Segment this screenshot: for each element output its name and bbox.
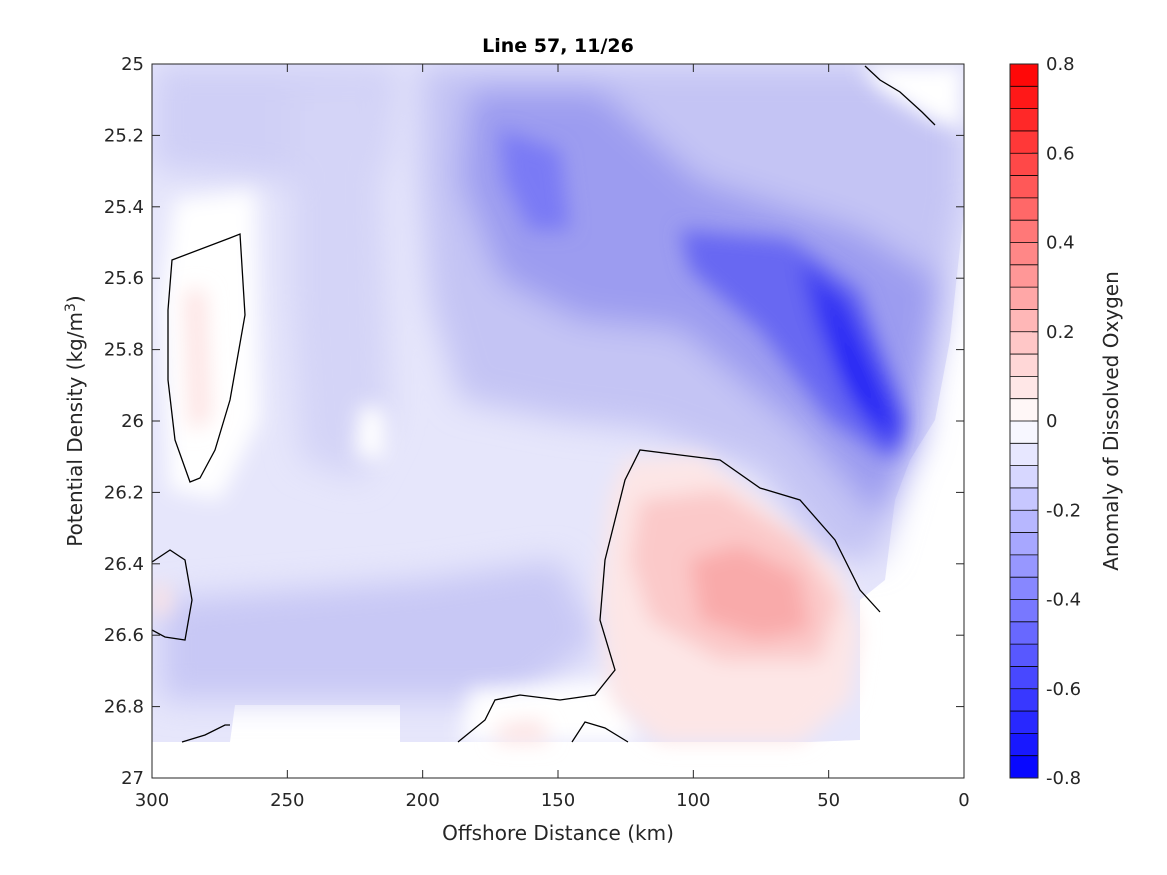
anomaly-region-blue-bottom xyxy=(160,560,600,700)
y-axis: 25 25.2 25.4 25.6 25.8 26 26.2 26.4 26.6 26.8 27 xyxy=(104,54,964,789)
colorbar-swatch xyxy=(1010,242,1038,265)
colorbar-swatch xyxy=(1010,644,1038,667)
anomaly-region-blue-4 xyxy=(680,230,900,460)
zero-contour-positive-patch xyxy=(457,449,881,743)
zero-contour-bottom-right xyxy=(571,721,629,743)
x-tick-label: 250 xyxy=(270,790,304,811)
y-tick-label: 25.2 xyxy=(104,125,144,146)
colorbar-swatch xyxy=(1010,130,1038,154)
zero-contour-left-loop xyxy=(167,233,246,483)
colorbar-tick-label: -0.4 xyxy=(1046,590,1081,611)
colorbar-swatch xyxy=(1010,376,1038,399)
colorbar-swatch xyxy=(1010,354,1038,377)
y-axis-label-main: Potential Density (kg/m xyxy=(63,312,87,547)
contour-field xyxy=(152,64,964,743)
anomaly-region-pink-3 xyxy=(690,545,810,640)
x-tick-label: 100 xyxy=(676,790,710,811)
x-tick-label: 0 xyxy=(958,790,969,811)
zero-contour-top-right xyxy=(864,65,936,126)
colorbar-swatch xyxy=(1010,733,1038,756)
x-axis-label: Offshore Distance (km) xyxy=(442,821,674,845)
y-tick-label: 25.4 xyxy=(104,197,144,218)
colorbar-swatch xyxy=(1010,532,1038,555)
colorbar-swatch xyxy=(1010,398,1038,421)
y-tick-label: 26.2 xyxy=(104,482,144,503)
colorbar-swatch xyxy=(1010,331,1038,355)
x-tick-label: 50 xyxy=(817,790,840,811)
y-axis-label: Potential Density (kg/m3) xyxy=(63,295,87,546)
chart-title: Line 57, 11/26 xyxy=(482,35,634,57)
anomaly-region-pink-bottom xyxy=(495,720,550,742)
y-tick-label: 25.6 xyxy=(104,268,144,289)
y-axis-label-close: ) xyxy=(63,295,87,303)
colorbar-swatch xyxy=(1010,309,1038,332)
anomaly-region-pink-left-low xyxy=(152,585,170,615)
anomaly-region-blue-mid xyxy=(290,80,390,480)
colorbar-swatch xyxy=(1010,220,1038,243)
colorbar-tick-label: -0.6 xyxy=(1046,679,1081,700)
y-tick-label: 25.8 xyxy=(104,340,144,361)
y-tick-label: 27 xyxy=(121,768,144,789)
anomaly-region-blue-2 xyxy=(460,90,940,520)
colorbar-swatch xyxy=(1010,197,1038,221)
colorbar: 0.8 0.6 0.4 0.2 0 -0.2 -0.4 -0.6 -0.8 xyxy=(1009,54,1081,789)
anomaly-region-white-left xyxy=(160,190,260,500)
y-tick-label: 25 xyxy=(121,54,144,75)
colorbar-swatch xyxy=(1010,487,1038,511)
colorbar-swatch xyxy=(1010,577,1038,600)
colorbar-swatch xyxy=(1010,86,1038,109)
zero-contour-bottom-left xyxy=(181,724,230,743)
zero-contour-left-low xyxy=(152,549,193,641)
y-axis-label-superscript: 3 xyxy=(63,303,79,312)
anomaly-region-pink-left xyxy=(185,290,210,430)
colorbar-tick-label: 0.8 xyxy=(1046,54,1075,75)
colorbar-swatch xyxy=(1010,666,1038,689)
colorbar-swatch xyxy=(1010,175,1038,198)
anomaly-region-blue-6 xyxy=(825,285,885,430)
x-tick-label: 150 xyxy=(541,790,575,811)
colorbar-swatch xyxy=(1010,510,1038,533)
colorbar-tick-label: 0 xyxy=(1046,411,1057,432)
colorbar-tick-label: -0.8 xyxy=(1046,768,1081,789)
y-tick-label: 26.8 xyxy=(104,697,144,718)
anomaly-region-blue-3 xyxy=(500,130,570,230)
colorbar-swatch xyxy=(1010,108,1038,131)
colorbar-swatch xyxy=(1010,621,1038,645)
y-tick-label: 26 xyxy=(121,411,144,432)
colorbar-swatch xyxy=(1010,688,1038,712)
anomaly-region-white-topright xyxy=(860,64,964,130)
colorbar-label: Anomaly of Dissolved Oxygen xyxy=(1099,271,1123,571)
colorbar-swatch xyxy=(1010,421,1038,444)
anomaly-region-white-center xyxy=(355,405,385,460)
colorbar-swatch xyxy=(1010,64,1038,87)
x-tick-label: 200 xyxy=(405,790,439,811)
zero-contours xyxy=(152,65,936,743)
y-tick-label: 26.4 xyxy=(104,554,144,575)
colorbar-swatch xyxy=(1010,465,1038,488)
colorbar-swatch xyxy=(1010,711,1038,734)
colorbar-tick-label: 0.2 xyxy=(1046,322,1075,343)
colorbar-tick-label: -0.2 xyxy=(1046,500,1081,521)
colorbar-swatch xyxy=(1010,153,1038,176)
colorbar-tick-label: 0.4 xyxy=(1046,233,1075,254)
x-tick-label: 300 xyxy=(135,790,169,811)
y-tick-label: 26.6 xyxy=(104,625,144,646)
colorbar-swatch xyxy=(1010,554,1038,578)
colorbar-swatch xyxy=(1010,755,1038,778)
colorbar-swatch xyxy=(1010,287,1038,310)
x-axis: 300 250 200 150 100 50 0 xyxy=(135,64,970,811)
colorbar-swatch xyxy=(1010,443,1038,466)
colorbar-tick-label: 0.6 xyxy=(1046,143,1075,164)
colorbar-swatch xyxy=(1010,264,1038,288)
colorbar-swatch xyxy=(1010,599,1038,622)
